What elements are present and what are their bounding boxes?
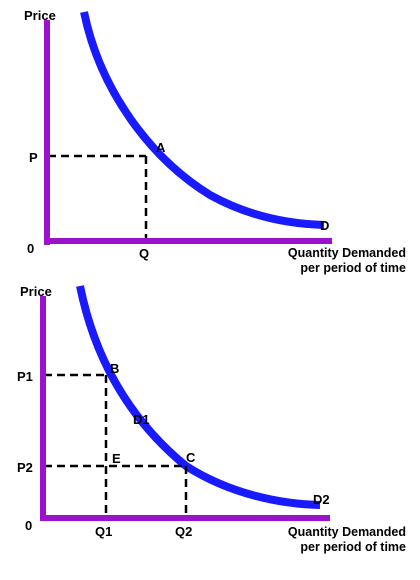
- quantity2-label: Q2: [175, 524, 192, 539]
- quantity-label: Q: [139, 246, 149, 261]
- demand-curve-1: [80, 11, 325, 229]
- demand-graph-1: Price 0 P Q A D Quantity Demanded per pe…: [24, 8, 406, 275]
- point-e-label: E: [112, 451, 121, 466]
- point-c-label: C: [186, 450, 196, 465]
- x-axis-label-1-line2: per period of time: [300, 261, 406, 275]
- point-b-label: B: [110, 361, 119, 376]
- price-label: P: [29, 150, 38, 165]
- curve-label-d: D: [320, 218, 329, 233]
- price2-label: P2: [17, 460, 33, 475]
- demand-curve-2: [76, 285, 321, 509]
- origin-label-2: 0: [25, 518, 32, 533]
- x-axis-label-2-line2: per period of time: [300, 540, 406, 554]
- curve-label-d2: D2: [313, 492, 330, 507]
- demand-graph-2: Price 0 P1 P2 Q1 Q2 B C E D1 D2 Quantity…: [17, 284, 406, 554]
- origin-label-1: 0: [27, 241, 34, 256]
- x-axis-label-1-line1: Quantity Demanded: [288, 246, 406, 260]
- y-axis-label-2: Price: [20, 284, 52, 299]
- y-axis-label-1: Price: [24, 8, 56, 23]
- price1-label: P1: [17, 369, 33, 384]
- x-axis-label-2-line1: Quantity Demanded: [288, 525, 406, 539]
- curve-label-d1: D1: [133, 412, 150, 427]
- quantity1-label: Q1: [95, 524, 112, 539]
- point-a-label: A: [156, 140, 166, 155]
